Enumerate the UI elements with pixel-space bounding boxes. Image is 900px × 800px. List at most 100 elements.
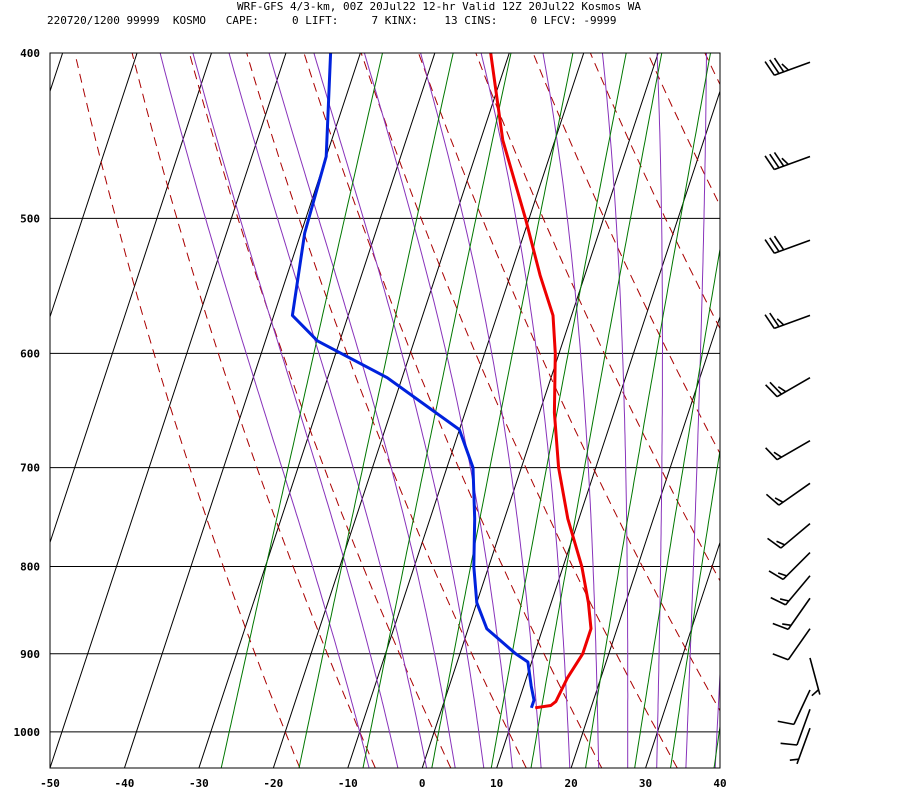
y-tick-label: 800	[20, 561, 40, 574]
wind-barb	[765, 439, 811, 461]
isotherm-line	[50, 53, 287, 768]
wind-barb-staff	[784, 575, 811, 606]
wind-barb	[768, 551, 811, 581]
x-tick-label: 0	[419, 777, 426, 790]
dry-adiabat-line	[475, 53, 720, 582]
moist-adiabat-line	[159, 53, 370, 768]
wind-barb	[772, 628, 811, 661]
moist-adiabat-line	[480, 53, 571, 768]
axes: 400 500 600 700 800 900 1000 -50 -40 -30 -20 -10 0 10…	[14, 47, 727, 790]
wind-barb	[772, 597, 811, 631]
wind-barb-feather	[765, 384, 778, 398]
x-tick-label: -50	[40, 777, 60, 790]
wind-barb-feather	[764, 61, 775, 76]
wind-barb	[770, 575, 811, 606]
wind-barb-feather	[769, 381, 782, 395]
profile-series	[290, 53, 593, 710]
x-tick-label: 10	[490, 777, 503, 790]
wind-barb-feather	[777, 572, 787, 577]
x-tick-label: -20	[263, 777, 283, 790]
wind-barb-staff	[782, 551, 811, 580]
moist-adiabat-line	[228, 53, 428, 768]
moist-adiabat-line	[420, 53, 542, 768]
wind-barb-feather	[765, 493, 780, 506]
background-grid	[50, 53, 720, 768]
wind-barb	[764, 235, 811, 254]
dry-adiabat-line	[418, 53, 720, 712]
y-tick-label: 700	[20, 462, 40, 475]
wind-barb-feather	[782, 623, 792, 627]
wind-barb-staff	[809, 657, 821, 695]
isotherm-line	[272, 53, 510, 768]
wind-barb	[809, 657, 821, 697]
wind-barb-feather	[769, 312, 780, 328]
dry-adiabat-line	[131, 53, 376, 768]
wind-barb-feather	[773, 451, 782, 458]
wind-barb-feather	[764, 314, 775, 329]
dry-adiabat-line	[877, 53, 900, 768]
isotherm-line	[645, 540, 720, 768]
x-tick-label: 20	[564, 777, 577, 790]
mixing-ratio-line	[431, 53, 574, 768]
sounding-indices: 220720/1200 99999 KOSMO CAPE: 0 LIFT: 7 …	[47, 14, 617, 27]
moist-adiabat-line	[685, 53, 707, 768]
isotherm-line	[496, 89, 720, 768]
wind-barb	[780, 709, 811, 746]
wind-barb-staff	[776, 439, 811, 461]
mixing-ratio-line	[585, 53, 711, 768]
x-tick-label: 30	[639, 777, 652, 790]
wind-barb-feather	[764, 239, 775, 254]
wind-barb-feather	[772, 653, 789, 661]
wind-barb	[764, 57, 811, 76]
wind-barb	[764, 152, 811, 171]
wind-barb	[767, 523, 811, 549]
x-tick-label: -10	[338, 777, 358, 790]
wind-barb-feather	[769, 153, 780, 169]
wind-barbs	[764, 57, 821, 765]
y-tick-label: 500	[20, 212, 40, 225]
mixing-ratio-line	[670, 447, 720, 768]
wind-barb-staff	[787, 628, 811, 661]
moist-adiabat-line	[363, 53, 513, 768]
wind-barb	[764, 312, 811, 330]
dry-adiabat-line	[704, 53, 720, 86]
moist-adiabat-line	[268, 53, 456, 768]
wind-barb-feather	[768, 570, 784, 581]
wind-barb-staff	[796, 709, 811, 746]
y-tick-label: 900	[20, 648, 40, 661]
wind-barb-feather	[776, 318, 785, 326]
mixing-ratio-line	[490, 53, 627, 768]
wind-barb-feather	[770, 596, 786, 606]
isotherm-line	[50, 53, 212, 545]
x-tick-label: -40	[115, 777, 135, 790]
wind-barb-staff	[787, 597, 811, 630]
wind-barb-feather	[773, 152, 785, 167]
mixing-ratio-line	[634, 246, 720, 768]
wind-barb-feather	[769, 237, 780, 252]
wind-barb-feather	[774, 497, 784, 503]
mixing-ratio-line	[362, 53, 512, 768]
y-tick-label: 1000	[14, 726, 41, 739]
wind-barb-feather	[764, 155, 775, 170]
wind-barb-feather	[777, 720, 795, 726]
dry-adiabat-line	[303, 53, 603, 768]
plot-frame	[49, 52, 721, 769]
dry-adiabat-line	[188, 53, 452, 768]
dry-adiabat-line	[74, 53, 301, 768]
wind-barb-staff	[774, 155, 811, 171]
y-tick-label: 600	[20, 347, 40, 360]
y-tick-label: 400	[20, 47, 40, 60]
wind-barb-feather	[773, 235, 785, 251]
wind-barb	[777, 689, 811, 726]
thermo-lines	[74, 53, 900, 768]
wind-barb-staff	[796, 727, 811, 765]
dry-adiabat-line	[820, 53, 900, 768]
mixing-ratio-line	[298, 53, 454, 768]
x-tick-label: -30	[189, 777, 209, 790]
wind-barb	[789, 727, 811, 765]
wind-barb-staff	[776, 376, 811, 398]
wind-barb-staff	[793, 689, 811, 725]
dry-adiabat-line	[246, 53, 527, 768]
moist-adiabat-line	[192, 53, 399, 768]
wind-barb-feather	[781, 157, 789, 165]
